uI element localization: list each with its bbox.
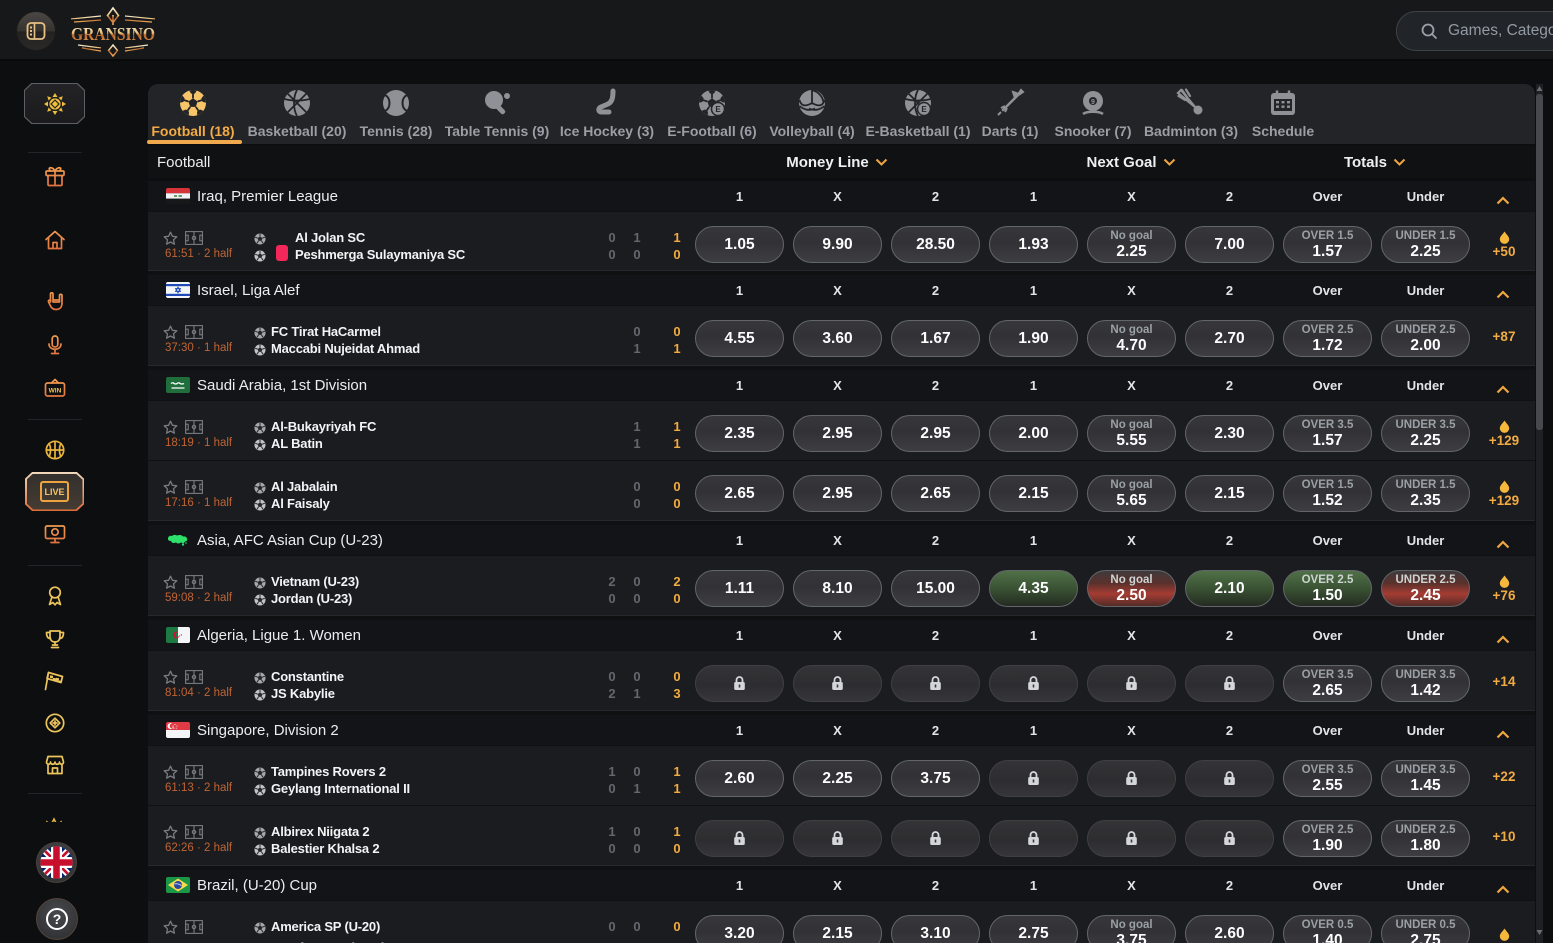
svg-text:E: E: [715, 105, 721, 114]
svg-text:E: E: [921, 105, 927, 114]
svg-text:WIN: WIN: [49, 388, 62, 395]
svg-text:9: 9: [1091, 99, 1095, 106]
svg-text:GRANSINO: GRANSINO: [71, 24, 155, 44]
